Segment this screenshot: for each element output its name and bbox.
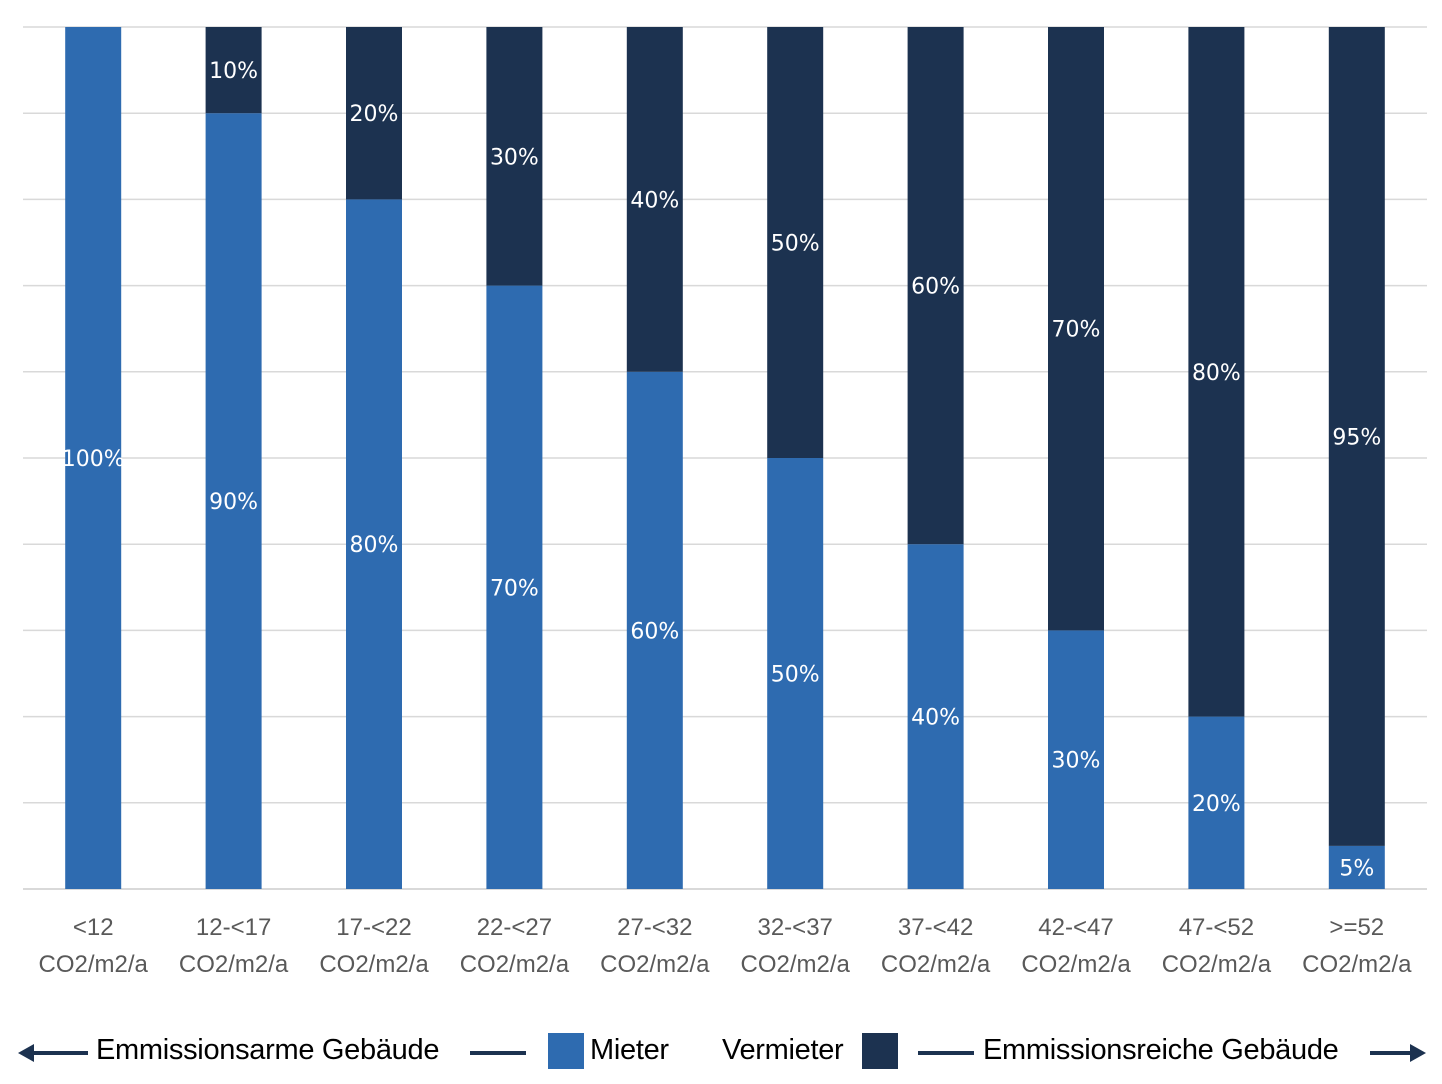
bar-vermieter-2	[346, 27, 402, 200]
data-label-mieter-0: 100%	[62, 447, 125, 472]
legend-swatch-vermieter	[862, 1033, 898, 1069]
x-tick-label: 42-<47	[1038, 914, 1113, 941]
data-label-mieter-9: 5%	[1339, 856, 1374, 881]
data-label-mieter-4: 60%	[630, 619, 679, 644]
x-tick-label: CO2/m2/a	[741, 951, 851, 978]
data-label-mieter-3: 70%	[490, 576, 539, 601]
x-tick-label: CO2/m2/a	[460, 951, 570, 978]
arrow-right-icon	[1410, 1044, 1426, 1062]
x-tick-label: CO2/m2/a	[1162, 951, 1272, 978]
data-label-vermieter-4: 40%	[630, 188, 679, 213]
arrow-right-line	[1370, 1051, 1412, 1055]
legend-high-emission-label: Emmissionsreiche Gebäude	[983, 1034, 1339, 1066]
data-label-vermieter-9: 95%	[1332, 425, 1381, 450]
data-label-vermieter-5: 50%	[771, 232, 820, 257]
data-label-vermieter-3: 30%	[490, 145, 539, 170]
data-label-vermieter-2: 20%	[350, 102, 399, 127]
x-tick-label: CO2/m2/a	[1021, 951, 1131, 978]
bar-mieter-8	[1188, 716, 1245, 889]
arrow-left-icon	[18, 1044, 34, 1062]
data-label-mieter-1: 90%	[209, 490, 258, 515]
x-tick-label: <12	[73, 914, 114, 941]
x-tick-labels: <12 CO2/m2/a 12-<17 CO2/m2/a 17-<22 CO2/m2/a 2…	[39, 914, 1413, 978]
data-label-mieter-5: 50%	[771, 663, 820, 688]
bar-mieter-1	[205, 113, 262, 889]
data-label-vermieter-6: 60%	[911, 275, 960, 300]
x-tick-label: 22-<27	[477, 914, 552, 941]
x-tick-label: 47-<52	[1179, 914, 1254, 941]
legend-label-mieter: Mieter	[590, 1034, 669, 1066]
bar-mieter-4	[626, 371, 683, 889]
bar-mieter-7	[1048, 630, 1104, 889]
bars	[65, 27, 1385, 890]
bar-vermieter-8	[1188, 27, 1245, 717]
data-labels: 100% 90% 10% 80% 20% 70% 30% 60% 40% 50% 50% 40% 60%…	[62, 59, 1382, 881]
bar-vermieter-4	[626, 27, 683, 372]
bar-mieter-6	[907, 544, 964, 889]
x-tick-label: CO2/m2/a	[319, 951, 429, 978]
bar-mieter-3	[486, 285, 543, 890]
bar-vermieter-3	[486, 27, 543, 286]
bar-vermieter-9	[1328, 27, 1385, 846]
x-tick-label: CO2/m2/a	[881, 951, 991, 978]
x-tick-label: 17-<22	[336, 914, 411, 941]
legend: Emmissionsarme Gebäude Mieter Vermieter …	[0, 1030, 1442, 1076]
data-label-vermieter-1: 10%	[209, 59, 258, 84]
x-tick-label: CO2/m2/a	[600, 951, 710, 978]
stacked-bar-chart: 100% 90% 10% 80% 20% 70% 30% 60% 40% 50% 50% 40% 60%…	[23, 26, 1427, 978]
bar-vermieter-1	[205, 27, 262, 114]
legend-label-vermieter: Vermieter	[722, 1034, 844, 1066]
x-tick-label: CO2/m2/a	[1302, 951, 1412, 978]
x-tick-label: 37-<42	[898, 914, 973, 941]
x-tick-label: 27-<32	[617, 914, 692, 941]
data-label-mieter-2: 80%	[350, 533, 399, 558]
data-label-mieter-6: 40%	[911, 706, 960, 731]
bar-mieter-2	[346, 199, 402, 889]
legend-divider-line	[470, 1051, 526, 1055]
data-label-vermieter-8: 80%	[1192, 361, 1241, 386]
legend-low-emission-label: Emmissionsarme Gebäude	[96, 1034, 440, 1066]
bar-vermieter-7	[1048, 27, 1104, 631]
bar-mieter-0	[65, 27, 122, 889]
data-label-mieter-8: 20%	[1192, 792, 1241, 817]
bar-mieter-9	[1328, 845, 1385, 889]
data-label-mieter-7: 30%	[1052, 749, 1101, 774]
legend-swatch-mieter	[548, 1033, 584, 1069]
data-label-vermieter-7: 70%	[1052, 318, 1101, 343]
x-tick-label: CO2/m2/a	[39, 951, 149, 978]
bar-vermieter-6	[907, 27, 964, 545]
x-tick-label: 32-<37	[757, 914, 832, 941]
bar-vermieter-5	[767, 27, 824, 458]
x-tick-label: 12-<17	[196, 914, 271, 941]
legend-divider-line-right	[918, 1051, 974, 1055]
arrow-left-line	[32, 1051, 88, 1055]
bar-mieter-5	[767, 458, 824, 889]
x-tick-label: >=52	[1329, 914, 1384, 941]
x-tick-label: CO2/m2/a	[179, 951, 289, 978]
